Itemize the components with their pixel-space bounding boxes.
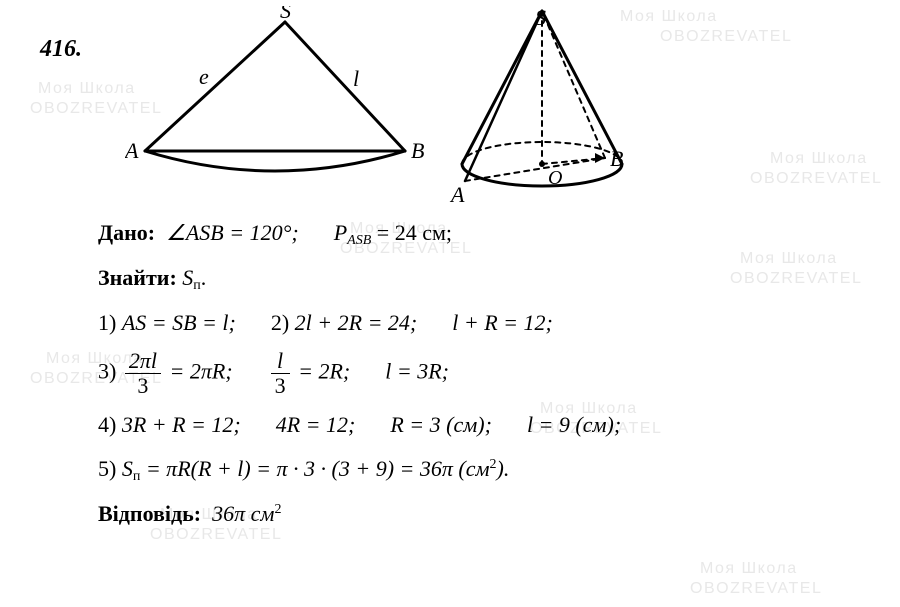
cone-label-A: A <box>449 182 465 206</box>
step4-a: 3R + R = 12; <box>122 412 241 437</box>
label-A: A <box>125 138 139 163</box>
step2-num: 2) <box>271 310 289 335</box>
step-1-2: 1) AS = SB = l; 2) 2l + 2R = 24; l + R =… <box>98 304 621 341</box>
given-Psub: ASB <box>347 233 371 248</box>
step4-c: R = 3 (см); <box>390 412 492 437</box>
step-3: 3) 2πl 3 = 2πR; l 3 = 2R; l = 3R; <box>98 349 621 398</box>
given-expr1: ∠ASB = 120°; <box>166 220 299 245</box>
step3-eq2: = 2R; <box>298 359 350 384</box>
given-P: P <box>334 220 347 245</box>
step1-b: 2l + 2R = 24; <box>295 310 418 335</box>
step3-frac1-num: 2πl <box>125 349 161 373</box>
answer-line: Відповідь: 36π см2 <box>98 495 621 532</box>
label-B: B <box>411 138 424 163</box>
step3-eq1: = 2πR; <box>169 359 232 384</box>
step4-d: l = 9 (см); <box>527 412 621 437</box>
step1-a: AS = SB = l; <box>122 310 236 335</box>
step1-c: l + R = 12; <box>452 310 553 335</box>
left-axial-section <box>145 22 405 171</box>
cone <box>462 11 622 186</box>
step3-frac2: l 3 <box>271 349 290 398</box>
step4-b: 4R = 12; <box>276 412 356 437</box>
answer-val: 36π см <box>212 501 274 526</box>
step3-frac1: 2πl 3 <box>125 349 161 398</box>
diagram-area: S A B e l S A B O <box>125 6 685 206</box>
watermark: OBOZREVATEL <box>750 170 882 188</box>
step5-close: ). <box>497 456 510 481</box>
solution-text: Дано: ∠ASB = 120°; PASB = 24 см; Знайти:… <box>98 214 621 538</box>
watermark: Моя Школа <box>740 250 838 268</box>
problem-number: 416. <box>40 36 82 63</box>
step3-eq3: l = 3R; <box>385 359 449 384</box>
step4-num: 4) <box>98 412 116 437</box>
find-line: Знайти: Sп. <box>98 259 621 298</box>
step5-sq: 2 <box>490 457 497 472</box>
cone-label-S: S <box>535 6 546 30</box>
step5-expr: = πR(R + l) = π · 3 · (3 + 9) = 36π (см <box>146 456 490 481</box>
watermark: OBOZREVATEL <box>730 270 862 288</box>
watermark: Моя Школа <box>700 560 798 578</box>
watermark: OBOZREVATEL <box>690 580 822 598</box>
label-l: l <box>353 66 359 91</box>
step-4: 4) 3R + R = 12; 4R = 12; R = 3 (см); l =… <box>98 406 621 443</box>
given-Pval: = 24 см; <box>377 220 452 245</box>
step-5: 5) Sп = πR(R + l) = π · 3 · (3 + 9) = 36… <box>98 450 621 489</box>
cone-label-B: B <box>610 146 623 171</box>
center-O-dot <box>539 161 545 167</box>
watermark: Моя Школа <box>770 150 868 168</box>
watermark: Моя Школа <box>38 80 136 98</box>
step5-S: S <box>122 456 133 481</box>
geometry-diagram: S A B e l S A B O <box>125 6 685 206</box>
find-S: S <box>182 265 193 290</box>
label-e: e <box>199 64 209 89</box>
find-label: Знайти: <box>98 265 177 290</box>
step3-frac2-num: l <box>271 349 290 373</box>
step3-frac1-den: 3 <box>125 373 161 398</box>
find-dot: . <box>201 265 207 290</box>
step3-frac2-den: 3 <box>271 373 290 398</box>
find-sub: п <box>193 278 201 293</box>
label-S: S <box>280 6 291 23</box>
given-line: Дано: ∠ASB = 120°; PASB = 24 см; <box>98 214 621 253</box>
step3-num: 3) <box>98 359 116 384</box>
cone-label-O: O <box>548 167 562 189</box>
answer-label: Відповідь: <box>98 501 201 526</box>
step1-num: 1) <box>98 310 116 335</box>
answer-sq: 2 <box>274 502 281 517</box>
step5-num: 5) <box>98 456 116 481</box>
given-label: Дано: <box>98 220 155 245</box>
step5-sub: п <box>133 469 141 484</box>
